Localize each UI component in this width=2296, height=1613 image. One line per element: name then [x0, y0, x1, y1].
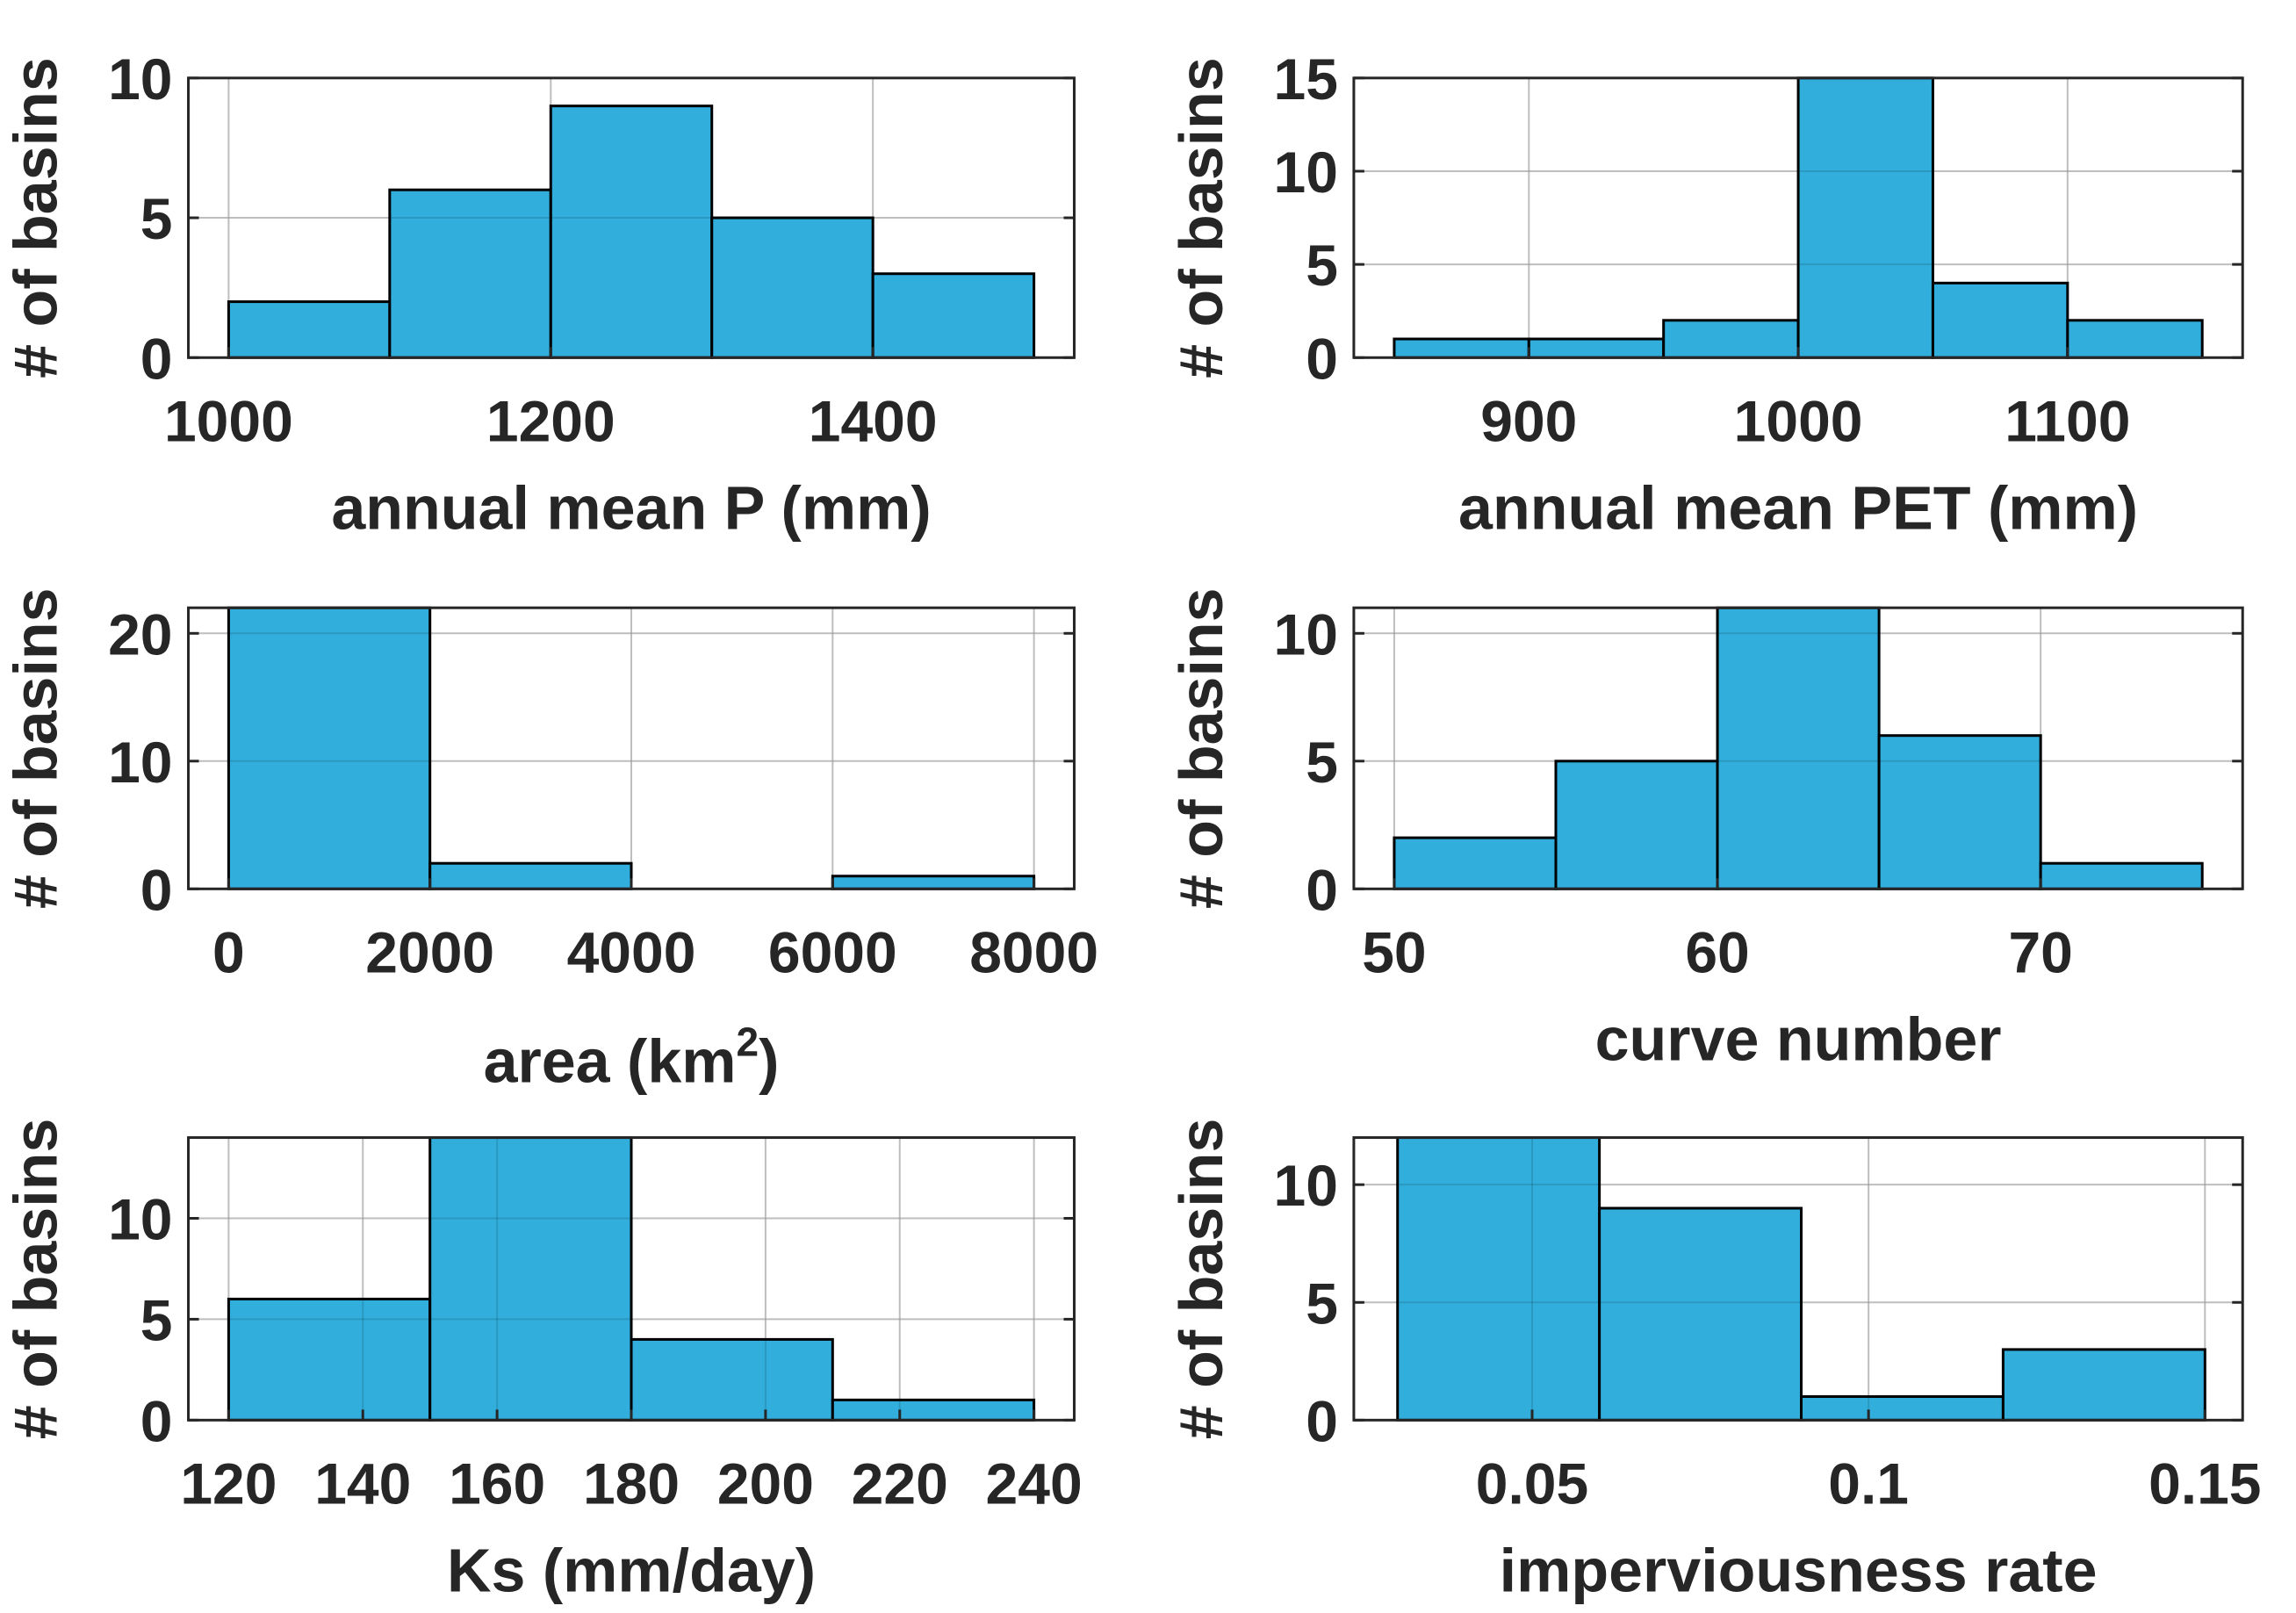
x-tick-label: 240 — [986, 1451, 1083, 1516]
histogram-bar — [831, 1398, 1036, 1422]
x-tick-label: 220 — [852, 1451, 948, 1516]
x-axis-label: annual mean PET (mm) — [1458, 473, 2138, 542]
histogram-bar — [871, 272, 1036, 359]
histogram-bar — [549, 104, 714, 359]
histogram-bar — [1396, 1136, 1601, 1422]
y-tick-label: 10 — [108, 47, 172, 112]
histogram-panel-2: 900 1000 1100 0 5 10 15 # of basins annual mean … — [1167, 47, 2244, 542]
x-tick-label: 1000 — [164, 388, 293, 453]
histogram-bar — [428, 861, 633, 890]
x-tick-label: 0.05 — [1476, 1451, 1588, 1516]
histogram-bar — [227, 606, 432, 890]
x-axis-label-part: area (km — [484, 1026, 737, 1095]
x-tick-label: 1000 — [1734, 388, 1863, 453]
y-tick-label: 0 — [1306, 1388, 1338, 1453]
y-axis-label: # of basins — [2, 57, 70, 378]
x-axis-label: annual mean P (mm) — [331, 473, 931, 542]
x-axis-label-part: imperviousness rate — [1500, 1536, 2098, 1604]
y-tick-label: 5 — [140, 186, 173, 251]
x-axis-label-part: annual mean P (mm) — [331, 473, 931, 542]
x-axis-label-part: annual mean PET (mm) — [1458, 473, 2138, 542]
y-tick-label: 10 — [108, 730, 172, 795]
y-tick-label: 5 — [1306, 233, 1338, 298]
y-tick-label: 20 — [108, 601, 172, 666]
x-tick-label: 200 — [717, 1451, 814, 1516]
y-tick-label: 10 — [1273, 601, 1337, 666]
x-tick-label: 0 — [212, 919, 245, 984]
y-axis-label: # of basins — [1167, 1119, 1235, 1440]
histogram-bar — [2039, 861, 2204, 890]
y-axis-label: # of basins — [2, 587, 70, 909]
histogram-bar — [1393, 836, 1558, 890]
x-tick-label: 1400 — [809, 388, 938, 453]
histogram-bar — [1800, 1395, 2005, 1422]
histogram-bar — [1662, 319, 1800, 359]
histogram-bar — [831, 875, 1036, 890]
histogram-bar — [388, 188, 552, 359]
histogram-panel-6: 0.05 0.1 0.15 0 5 10 # of basins imperviousness… — [1167, 1119, 2262, 1605]
x-tick-label: 120 — [180, 1451, 277, 1516]
histogram-panel-1: 1000 1200 1400 0 5 10 # of basins annual mean P… — [2, 47, 1076, 542]
histogram-bar — [227, 300, 392, 359]
histogram-bar — [1554, 760, 1719, 890]
x-axis-label: area (km2) — [484, 1019, 780, 1095]
y-axis-label: # of basins — [1167, 57, 1235, 378]
x-tick-label: 70 — [2008, 919, 2072, 984]
x-axis-label-part: ) — [759, 1026, 779, 1095]
histogram-bar — [1527, 337, 1666, 359]
histogram-bar — [710, 216, 874, 359]
y-axis-label: # of basins — [2, 1119, 70, 1440]
histogram-bar — [1393, 337, 1530, 359]
histogram-panel-4: 50 60 70 0 5 10 # of basins curve number — [1167, 587, 2244, 1073]
x-tick-label: 6000 — [768, 919, 897, 984]
x-tick-label: 0.15 — [2148, 1451, 2261, 1516]
y-tick-label: 10 — [108, 1186, 172, 1251]
y-tick-label: 5 — [140, 1287, 173, 1352]
x-tick-label: 50 — [1362, 919, 1426, 984]
axes-box — [1352, 1136, 2244, 1422]
x-axis-label-part: curve number — [1595, 1005, 2002, 1073]
histogram-bar — [1796, 76, 1934, 359]
x-tick-label: 180 — [583, 1451, 680, 1516]
x-tick-label: 1100 — [2005, 388, 2130, 453]
x-tick-label: 0.1 — [1828, 1451, 1909, 1516]
histogram-panel-3: 0 2000 4000 6000 8000 0 10 20 # of basins area (k… — [2, 587, 1099, 1095]
y-tick-label: 10 — [1273, 140, 1337, 205]
y-axis-label: # of basins — [1167, 587, 1235, 909]
x-axis-label: imperviousness rate — [1500, 1536, 2098, 1604]
y-tick-label: 0 — [1306, 326, 1338, 391]
x-tick-label: 2000 — [365, 919, 494, 984]
y-tick-label: 15 — [1273, 47, 1337, 112]
x-tick-label: 160 — [449, 1451, 545, 1516]
histogram-bar — [1931, 281, 2069, 359]
histogram-bar — [227, 1297, 432, 1422]
y-tick-label: 0 — [140, 857, 173, 922]
y-tick-label: 5 — [1306, 1271, 1338, 1336]
x-tick-label: 4000 — [567, 919, 696, 984]
x-tick-label: 140 — [314, 1451, 411, 1516]
x-tick-label: 60 — [1685, 919, 1749, 984]
x-axis-label: Ks (mm/day) — [447, 1536, 816, 1604]
histogram-bar — [2001, 1348, 2206, 1422]
histogram-bar — [2066, 319, 2204, 359]
histogram-bar — [1598, 1206, 1803, 1422]
superscript: 2 — [737, 1019, 759, 1064]
x-tick-label: 1200 — [486, 388, 615, 453]
y-tick-label: 5 — [1306, 730, 1338, 795]
histogram-bar — [428, 1136, 633, 1422]
histogram-panel-5: 120 140 160 180 200 220 240 0 5 10 # of basins Ks (… — [2, 1119, 1083, 1605]
y-tick-label: 0 — [140, 326, 173, 391]
y-tick-label: 0 — [140, 1388, 173, 1453]
axes-box — [1352, 606, 2244, 890]
x-axis-label-part: Ks (mm/day) — [447, 1536, 816, 1604]
histogram-bar — [630, 1337, 834, 1422]
histogram-bar — [1877, 734, 2042, 890]
histogram-bar — [1716, 606, 1881, 890]
x-tick-label: 8000 — [969, 919, 1098, 984]
x-axis-label: curve number — [1595, 1005, 2002, 1073]
y-tick-label: 0 — [1306, 857, 1338, 922]
x-tick-label: 900 — [1480, 388, 1577, 453]
y-tick-label: 10 — [1273, 1153, 1337, 1218]
